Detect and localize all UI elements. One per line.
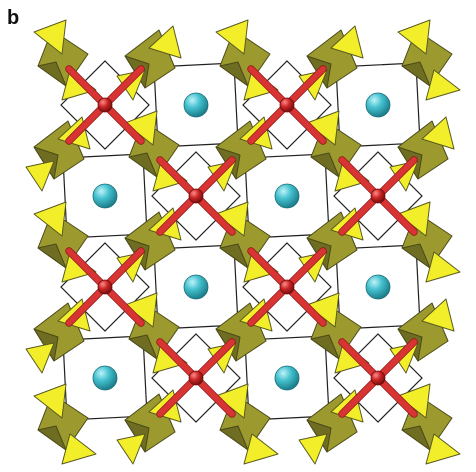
- tetrahedron: [25, 160, 55, 192]
- cation-sphere: [365, 92, 391, 118]
- bond: [248, 248, 290, 290]
- bond: [102, 66, 144, 108]
- bond-node: [279, 97, 295, 113]
- bond: [339, 157, 381, 199]
- bond: [248, 284, 290, 326]
- tetrahedron: [425, 69, 461, 101]
- bond: [193, 157, 235, 199]
- tetrahedron-dark-face: [128, 334, 158, 360]
- cation-sphere: [183, 92, 209, 118]
- bond-node: [188, 188, 204, 204]
- tetrahedron-dark-face: [37, 61, 67, 87]
- tetrahedron-dark-face: [401, 425, 431, 451]
- tetrahedron: [61, 433, 97, 465]
- bond: [284, 284, 326, 326]
- bond: [284, 66, 326, 108]
- bond: [193, 339, 235, 381]
- bond: [157, 193, 199, 235]
- cation-sphere: [274, 365, 300, 391]
- bond: [157, 339, 199, 381]
- bond: [193, 193, 235, 235]
- bond: [193, 375, 235, 417]
- bond: [102, 102, 144, 144]
- tetrahedron: [243, 433, 279, 465]
- tetrahedron: [33, 201, 67, 237]
- tetrahedron: [421, 116, 455, 150]
- tetrahedron: [425, 251, 461, 283]
- tetrahedron-dark-face: [401, 243, 431, 269]
- tetrahedron-dark-face: [401, 61, 431, 87]
- cation-sphere: [92, 183, 118, 209]
- bond: [66, 248, 108, 290]
- panel-label: b: [7, 7, 20, 29]
- cation-sphere: [274, 183, 300, 209]
- bond-node: [370, 188, 386, 204]
- bond: [66, 102, 108, 144]
- bond-node: [279, 279, 295, 295]
- bond-node: [97, 97, 113, 113]
- tetrahedron-dark-face: [219, 243, 249, 269]
- bond: [375, 375, 417, 417]
- bond: [375, 157, 417, 199]
- bond: [375, 193, 417, 235]
- bond-node: [188, 370, 204, 386]
- tetrahedron: [33, 383, 67, 419]
- bond: [102, 284, 144, 326]
- tetrahedron-dark-face: [128, 152, 158, 178]
- tetrahedron-dark-face: [310, 152, 340, 178]
- tetrahedron: [148, 25, 182, 59]
- tetrahedron-dark-face: [37, 243, 67, 269]
- bond: [284, 102, 326, 144]
- bond: [284, 248, 326, 290]
- cation-sphere: [365, 274, 391, 300]
- bond-node: [97, 279, 113, 295]
- bond: [339, 339, 381, 381]
- cation-layer: [65, 65, 418, 418]
- tetrahedron: [25, 342, 55, 374]
- bond: [248, 102, 290, 144]
- tetrahedron: [116, 433, 146, 465]
- bond: [66, 284, 108, 326]
- tetrahedron: [330, 25, 364, 59]
- bond: [248, 66, 290, 108]
- bond: [339, 193, 381, 235]
- bond: [102, 248, 144, 290]
- tetrahedron-dark-face: [219, 61, 249, 87]
- tetrahedron-dark-face: [37, 425, 67, 451]
- cation-sphere: [183, 274, 209, 300]
- tetrahedron: [215, 19, 249, 55]
- bond: [157, 157, 199, 199]
- tetrahedron: [33, 19, 67, 55]
- bond: [157, 375, 199, 417]
- tetrahedron-dark-face: [219, 425, 249, 451]
- tetrahedron: [397, 19, 431, 55]
- bond: [375, 339, 417, 381]
- tetrahedron: [421, 298, 455, 332]
- bond: [339, 375, 381, 417]
- bond-node: [370, 370, 386, 386]
- tetrahedron: [298, 433, 328, 465]
- cation-sphere: [92, 365, 118, 391]
- bond: [66, 66, 108, 108]
- tetrahedron-dark-face: [310, 334, 340, 360]
- tetrahedron: [425, 433, 461, 465]
